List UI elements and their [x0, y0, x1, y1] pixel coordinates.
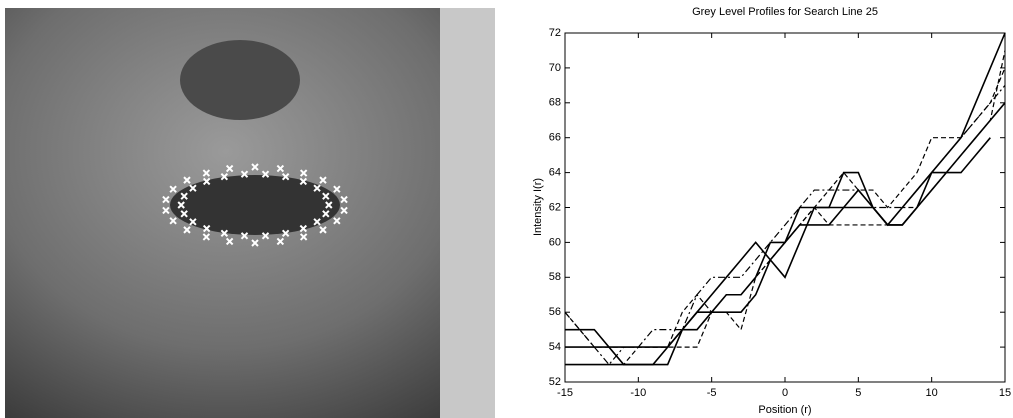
y-tick-label: 66: [549, 132, 561, 144]
y-tick-label: 56: [549, 306, 561, 318]
landmark: [313, 184, 321, 192]
y-tick-label: 58: [549, 271, 561, 283]
landmark: [189, 218, 197, 226]
background-strip: [440, 8, 495, 418]
line-series: [565, 137, 991, 348]
plot-frame: [564, 32, 1006, 383]
nose: [180, 40, 300, 120]
chart-title: Grey Level Profiles for Search Line 25: [692, 6, 878, 18]
landmarks: [162, 163, 348, 247]
line-series: [565, 32, 1006, 366]
line-series: [564, 67, 1006, 348]
line-series: [565, 50, 1006, 366]
landmark: [319, 226, 327, 234]
landmark: [276, 237, 285, 246]
landmark: [333, 185, 341, 193]
landmark: [169, 185, 177, 193]
landmark: [177, 201, 185, 209]
landmark: [162, 195, 170, 204]
landmark: [299, 224, 308, 233]
landmark: [299, 169, 308, 177]
landmark: [313, 218, 321, 226]
landmark: [183, 226, 191, 234]
landmark: [180, 210, 188, 218]
landmark: [251, 239, 259, 247]
landmark: [261, 170, 270, 178]
landmark: [220, 172, 229, 181]
x-tick-label: -10: [630, 387, 646, 399]
chart: Grey Level Profiles for Search Line 25 P…: [532, 6, 1011, 416]
y-tick-label: 52: [549, 376, 561, 388]
y-tick-label: 60: [549, 236, 561, 248]
x-tick-label: 5: [855, 387, 861, 399]
y-tick-label: 54: [549, 341, 561, 353]
x-tick-label: 10: [926, 387, 938, 399]
x-axis-label: Position (r): [758, 404, 811, 416]
landmark: [220, 229, 229, 238]
landmark: [225, 237, 234, 246]
mouth: [170, 175, 340, 235]
landmark: [202, 177, 211, 186]
landmark: [202, 233, 211, 241]
landmark: [276, 164, 285, 173]
photo: [5, 8, 495, 418]
x-tick-label: 15: [999, 387, 1011, 399]
landmark: [162, 206, 170, 215]
landmark: [322, 210, 330, 218]
landmark: [333, 217, 341, 225]
landmark: [202, 169, 211, 177]
landmark: [225, 164, 234, 173]
y-tick-label: 68: [549, 97, 561, 109]
x-tick-label: -15: [557, 387, 573, 399]
landmark: [240, 232, 249, 240]
line-series: [565, 102, 1006, 366]
landmark: [299, 177, 308, 186]
landmark: [281, 172, 290, 181]
landmark: [169, 217, 177, 225]
landmark: [251, 163, 259, 171]
landmark: [261, 232, 270, 240]
landmark: [202, 224, 211, 233]
x-tick-label: 0: [782, 387, 788, 399]
x-tick-label: -5: [707, 387, 717, 399]
landmark: [281, 229, 290, 238]
y-tick-label: 70: [549, 62, 561, 74]
landmark: [340, 206, 348, 215]
landmark: [299, 233, 308, 241]
landmark: [180, 192, 188, 200]
landmark: [319, 176, 327, 184]
y-axis-label: Intensity I(r): [532, 178, 544, 236]
y-tick-label: 62: [549, 201, 561, 213]
landmark: [189, 184, 197, 192]
landmark: [240, 170, 249, 178]
line-series: [564, 84, 1006, 366]
landmark: [322, 192, 330, 200]
landmark: [340, 195, 348, 204]
landmark: [183, 176, 191, 184]
y-tick-label: 72: [549, 27, 561, 39]
landmark: [325, 201, 333, 209]
y-tick-label: 64: [549, 167, 561, 179]
